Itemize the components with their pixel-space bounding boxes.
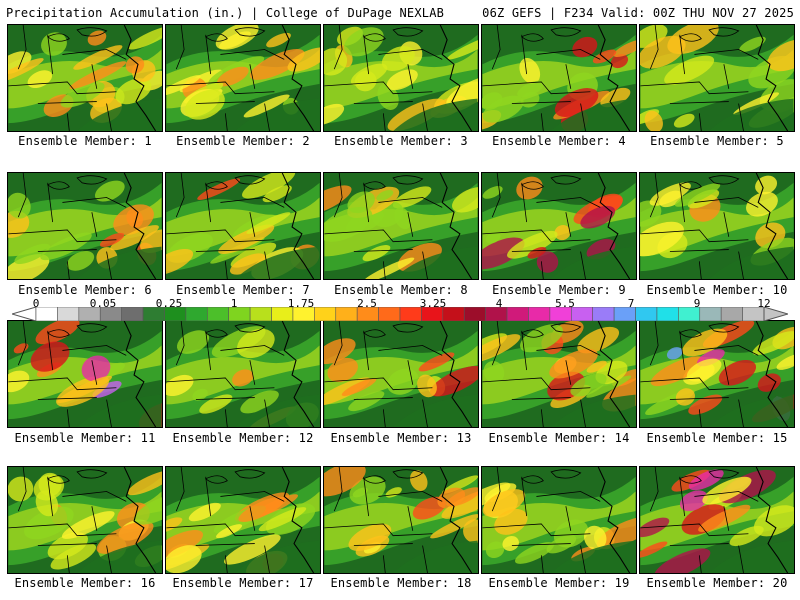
- member-caption-19: Ensemble Member: 19: [488, 576, 630, 590]
- run-info: 06Z GEFS | F234 Valid: 00Z THU NOV 27 20…: [482, 6, 794, 20]
- colorbar-right-arrow: [763, 307, 788, 321]
- colorbar-bin: [35, 307, 58, 321]
- member-caption-5: Ensemble Member: 5: [650, 134, 784, 148]
- member-map-12: [165, 320, 321, 428]
- colorbar-bin: [699, 307, 722, 321]
- map-title: Precipitation Accumulation (in.) | Colle…: [6, 6, 445, 20]
- colorbar-bin: [78, 307, 101, 321]
- member-caption-14: Ensemble Member: 14: [488, 431, 630, 445]
- member-caption-15: Ensemble Member: 15: [646, 431, 788, 445]
- colorbar-bin: [164, 307, 187, 321]
- colorbar-bin: [485, 307, 508, 321]
- colorbar-bin: [356, 307, 379, 321]
- colorbar-bin: [314, 307, 337, 321]
- colorbar-left-arrow: [12, 307, 37, 321]
- colorbar-bin: [549, 307, 572, 321]
- colorbar-bin: [399, 307, 422, 321]
- colorbar-bin: [463, 307, 486, 321]
- colorbar-bin: [335, 307, 358, 321]
- colorbar-bin: [506, 307, 529, 321]
- member-caption-2: Ensemble Member: 2: [176, 134, 310, 148]
- member-map-19: [481, 466, 637, 574]
- colorbar-bin: [271, 307, 294, 321]
- member-map-5: [639, 24, 795, 132]
- colorbar-bin: [742, 307, 765, 321]
- colorbar-bin: [656, 307, 679, 321]
- colorbar-tick-label: 7: [627, 297, 635, 310]
- member-caption-16: Ensemble Member: 16: [14, 576, 156, 590]
- colorbar-bin: [249, 307, 272, 321]
- member-caption-9: Ensemble Member: 9: [492, 283, 626, 297]
- member-map-17: [165, 466, 321, 574]
- colorbar-bin: [613, 307, 636, 321]
- member-map-11: [7, 320, 163, 428]
- member-caption-1: Ensemble Member: 1: [18, 134, 152, 148]
- member-caption-18: Ensemble Member: 18: [330, 576, 472, 590]
- colorbar-tick-label: 4: [495, 297, 503, 310]
- colorbar-bin: [185, 307, 208, 321]
- member-caption-4: Ensemble Member: 4: [492, 134, 626, 148]
- colorbar-bin: [442, 307, 465, 321]
- member-map-2: [165, 24, 321, 132]
- member-map-4: [481, 24, 637, 132]
- member-map-15: [639, 320, 795, 428]
- member-map-16: [7, 466, 163, 574]
- colorbar-bin: [292, 307, 315, 321]
- member-map-18: [323, 466, 479, 574]
- member-map-3: [323, 24, 479, 132]
- colorbar-tick-label: 9: [693, 297, 701, 310]
- member-map-9: [481, 172, 637, 280]
- member-map-14: [481, 320, 637, 428]
- member-map-6: [7, 172, 163, 280]
- colorbar: [12, 307, 788, 321]
- colorbar-bin: [378, 307, 401, 321]
- member-caption-11: Ensemble Member: 11: [14, 431, 156, 445]
- member-caption-17: Ensemble Member: 17: [172, 576, 314, 590]
- member-caption-10: Ensemble Member: 10: [646, 283, 788, 297]
- member-map-13: [323, 320, 479, 428]
- member-caption-8: Ensemble Member: 8: [334, 283, 468, 297]
- member-caption-3: Ensemble Member: 3: [334, 134, 468, 148]
- member-caption-7: Ensemble Member: 7: [176, 283, 310, 297]
- colorbar-tick-label: 1: [230, 297, 238, 310]
- member-caption-6: Ensemble Member: 6: [18, 283, 152, 297]
- colorbar-bin: [635, 307, 658, 321]
- member-caption-12: Ensemble Member: 12: [172, 431, 314, 445]
- colorbar-bin: [570, 307, 594, 321]
- member-caption-13: Ensemble Member: 13: [330, 431, 472, 445]
- colorbar-bin: [142, 307, 165, 321]
- colorbar-bin: [678, 307, 701, 321]
- colorbar-bin: [99, 307, 122, 321]
- colorbar-bin: [720, 307, 743, 321]
- colorbar-bin: [592, 307, 615, 321]
- colorbar-bin: [421, 307, 444, 321]
- member-map-10: [639, 172, 795, 280]
- colorbar-bin: [121, 307, 144, 321]
- member-map-8: [323, 172, 479, 280]
- colorbar-bin: [206, 307, 230, 321]
- member-map-7: [165, 172, 321, 280]
- colorbar-bin: [57, 307, 80, 321]
- colorbar-bin: [228, 307, 251, 321]
- member-map-1: [7, 24, 163, 132]
- colorbar-tick-label: 0: [32, 297, 40, 310]
- member-map-20: [639, 466, 795, 574]
- member-caption-20: Ensemble Member: 20: [646, 576, 788, 590]
- colorbar-bin: [528, 307, 551, 321]
